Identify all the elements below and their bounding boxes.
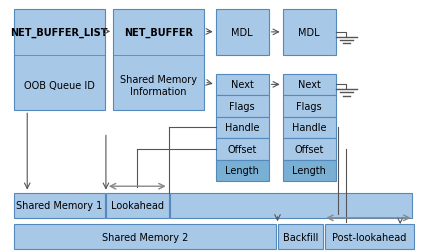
FancyBboxPatch shape	[283, 139, 336, 160]
Text: Handle: Handle	[292, 123, 326, 133]
Text: Backfill: Backfill	[283, 232, 318, 242]
Text: Lookahead: Lookahead	[111, 200, 164, 210]
FancyBboxPatch shape	[283, 10, 336, 55]
Text: Shared Memory 2: Shared Memory 2	[102, 232, 188, 242]
FancyBboxPatch shape	[106, 193, 168, 218]
Text: Flags: Flags	[229, 102, 255, 111]
FancyBboxPatch shape	[13, 10, 105, 111]
FancyBboxPatch shape	[278, 224, 323, 249]
Text: Offset: Offset	[294, 144, 324, 154]
FancyBboxPatch shape	[216, 74, 268, 96]
Text: Post-lookahead: Post-lookahead	[332, 232, 406, 242]
Text: Flags: Flags	[296, 102, 322, 111]
Text: Handle: Handle	[225, 123, 259, 133]
FancyBboxPatch shape	[325, 224, 414, 249]
FancyBboxPatch shape	[216, 96, 268, 117]
Text: Next: Next	[231, 80, 254, 90]
FancyBboxPatch shape	[216, 117, 268, 139]
FancyBboxPatch shape	[216, 160, 268, 181]
Text: Offset: Offset	[227, 144, 257, 154]
FancyBboxPatch shape	[283, 117, 336, 139]
Text: Next: Next	[297, 80, 320, 90]
FancyBboxPatch shape	[113, 10, 204, 111]
FancyBboxPatch shape	[216, 139, 268, 160]
FancyBboxPatch shape	[283, 96, 336, 117]
Text: NET_BUFFER: NET_BUFFER	[124, 27, 193, 37]
Text: MDL: MDL	[231, 28, 253, 38]
Text: Shared Memory
Information: Shared Memory Information	[120, 75, 197, 97]
Text: Shared Memory 1: Shared Memory 1	[16, 200, 102, 210]
FancyBboxPatch shape	[13, 193, 105, 218]
Text: MDL: MDL	[298, 28, 320, 38]
FancyBboxPatch shape	[216, 10, 268, 55]
FancyBboxPatch shape	[283, 160, 336, 181]
FancyBboxPatch shape	[13, 224, 276, 249]
Text: Length: Length	[292, 166, 326, 176]
Text: Length: Length	[225, 166, 259, 176]
FancyBboxPatch shape	[170, 193, 412, 218]
Text: NET_BUFFER_LIST: NET_BUFFER_LIST	[10, 27, 108, 37]
FancyBboxPatch shape	[283, 74, 336, 96]
Text: OOB Queue ID: OOB Queue ID	[24, 81, 94, 91]
